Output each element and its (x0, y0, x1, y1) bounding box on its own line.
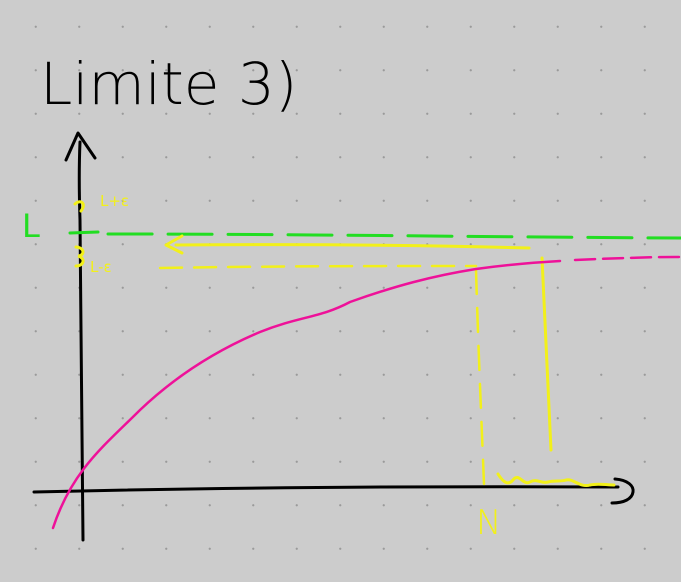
function-curve (51, 255, 681, 530)
label-N: N (476, 503, 501, 543)
diagram-title: Limite 3) (40, 50, 297, 118)
return-arrowhead (164, 234, 184, 255)
right-vertical-line (540, 256, 553, 452)
curve-dashed-tail (573, 255, 681, 262)
wavy-interval (496, 472, 616, 488)
N-drop-line (474, 268, 486, 486)
y-axis (77, 140, 85, 542)
limit-line: L (22, 207, 681, 245)
epsilon-band: L+ε L-ε N (73, 192, 616, 543)
curve-solid (51, 259, 562, 530)
x-axis-arrowhead (610, 477, 635, 505)
x-axis (32, 485, 620, 494)
lower-band-line (158, 264, 478, 270)
label-L-minus-epsilon: L-ε (90, 258, 112, 276)
label-L: L (22, 207, 40, 245)
label-L-plus-epsilon: L+ε (100, 192, 129, 210)
return-arrow (174, 243, 531, 250)
epsilon-tick-lower (74, 245, 85, 268)
y-axis-arrowhead (64, 131, 97, 162)
epsilon-tick-upper (73, 200, 85, 213)
axes (32, 131, 635, 542)
